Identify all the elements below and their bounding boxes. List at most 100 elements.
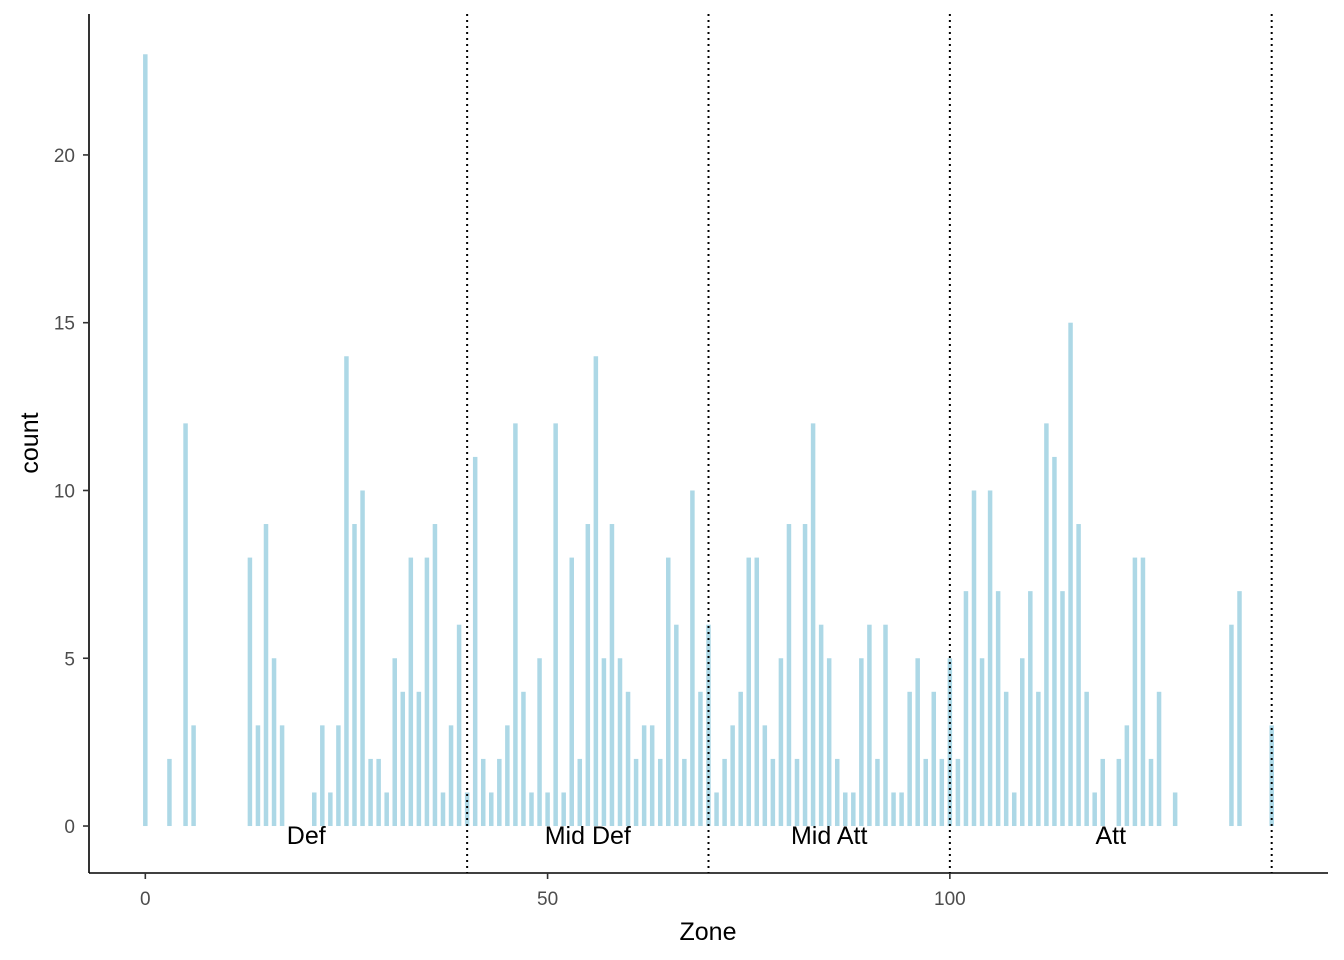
bar xyxy=(649,725,655,827)
bar xyxy=(1084,691,1089,827)
bar xyxy=(1124,725,1130,827)
bar xyxy=(1028,591,1033,827)
bar xyxy=(448,725,454,827)
bar xyxy=(521,691,526,827)
bar xyxy=(931,691,937,827)
x-tick-label: 0 xyxy=(140,889,151,910)
bar xyxy=(834,758,840,827)
bar xyxy=(440,792,446,827)
bar xyxy=(1052,456,1057,827)
bar xyxy=(513,423,518,827)
x-tick-label: 100 xyxy=(934,889,966,910)
bar xyxy=(1068,322,1073,827)
bar xyxy=(416,691,422,827)
bar xyxy=(1172,792,1178,827)
bars-layer xyxy=(143,54,1274,827)
y-tick-label: 10 xyxy=(54,481,75,502)
bar xyxy=(143,54,148,827)
bar xyxy=(497,758,502,827)
bar xyxy=(939,758,945,827)
bar xyxy=(601,658,607,827)
bar xyxy=(617,658,623,827)
bar xyxy=(545,792,550,827)
bar xyxy=(456,624,462,827)
zone-label: Att xyxy=(1095,822,1126,850)
bar xyxy=(1011,792,1017,827)
bar xyxy=(625,691,631,827)
bar xyxy=(633,758,639,827)
bar xyxy=(489,792,494,827)
bar xyxy=(376,758,381,827)
bar xyxy=(593,356,599,827)
bar xyxy=(320,725,325,827)
bar xyxy=(1132,557,1138,827)
bar xyxy=(585,524,591,827)
bar xyxy=(987,490,993,827)
bar xyxy=(867,624,872,827)
bar xyxy=(843,792,848,827)
bar xyxy=(352,524,357,827)
bar xyxy=(754,557,760,827)
bar xyxy=(553,423,558,827)
y-axis-title: count xyxy=(16,412,44,473)
bar xyxy=(1229,624,1234,827)
bar xyxy=(979,658,985,827)
bar xyxy=(472,456,478,827)
bar xyxy=(167,758,172,827)
zone-label: Mid Att xyxy=(791,822,867,850)
bar xyxy=(1148,758,1154,827)
bar xyxy=(963,591,969,827)
bar xyxy=(344,356,349,827)
bar xyxy=(1140,557,1146,827)
bar xyxy=(674,624,679,827)
bar xyxy=(641,725,647,827)
bar xyxy=(1036,691,1041,827)
bar xyxy=(657,758,663,827)
bar xyxy=(569,557,574,827)
bar xyxy=(826,658,832,827)
bar xyxy=(923,758,928,827)
bar xyxy=(907,691,912,827)
bar xyxy=(1076,524,1081,827)
bar xyxy=(698,691,703,827)
bar xyxy=(384,792,389,827)
bar xyxy=(883,624,888,827)
bar xyxy=(1020,658,1025,827)
bar xyxy=(424,557,430,827)
x-axis-title: Zone xyxy=(680,918,737,946)
bar xyxy=(778,658,784,827)
bar xyxy=(802,524,808,827)
bar xyxy=(577,758,583,827)
bar xyxy=(971,490,977,827)
bar xyxy=(271,658,277,827)
bar xyxy=(730,725,735,827)
bar xyxy=(392,658,397,827)
bar xyxy=(279,725,285,827)
bar xyxy=(480,758,486,827)
bar xyxy=(810,423,816,827)
bar xyxy=(505,725,510,827)
bar xyxy=(432,524,438,827)
bar xyxy=(891,792,896,827)
bar xyxy=(609,524,615,827)
bar xyxy=(368,758,373,827)
bar xyxy=(537,658,542,827)
bar xyxy=(762,725,768,827)
zone-labels: Def Mid Def Mid Att Att xyxy=(287,822,1126,850)
bar xyxy=(183,423,188,827)
bar xyxy=(1060,591,1065,827)
bar xyxy=(706,624,711,827)
bar xyxy=(851,792,856,827)
bar xyxy=(947,658,953,827)
bar xyxy=(1116,758,1122,827)
bar xyxy=(263,524,269,827)
bar xyxy=(794,758,800,827)
bar xyxy=(666,557,671,827)
bar xyxy=(1092,792,1097,827)
y-tick-label: 20 xyxy=(54,146,75,167)
bar xyxy=(561,792,566,827)
x-tick-label: 50 xyxy=(537,889,558,910)
bar xyxy=(247,557,253,827)
bar xyxy=(690,490,695,827)
bar xyxy=(255,725,261,827)
